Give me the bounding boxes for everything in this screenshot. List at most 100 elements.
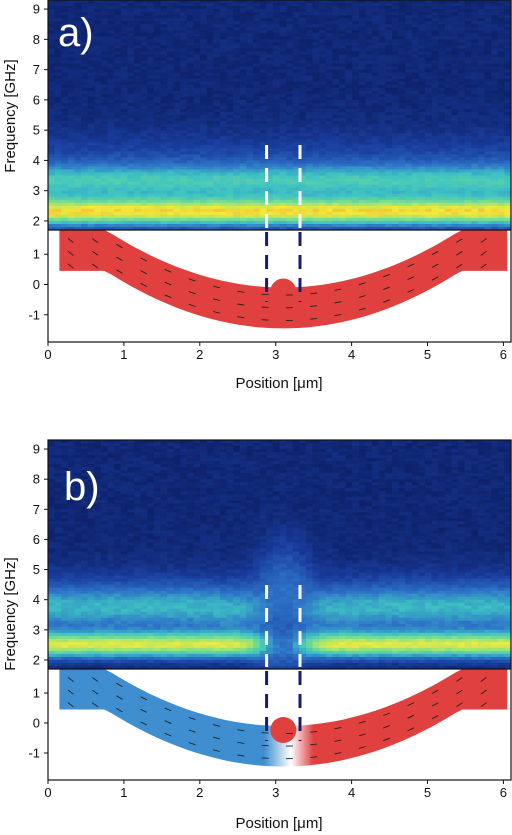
heatmap-cell [312, 93, 320, 98]
heatmap-cell [325, 3, 334, 7]
heatmap-cell [319, 84, 327, 89]
heatmap-cell [133, 75, 142, 80]
heatmap-cell [418, 142, 426, 146]
heatmap-cell [48, 169, 56, 174]
heatmap-cell [54, 166, 62, 171]
heatmap-cell [378, 151, 386, 155]
heatmap-cell [94, 154, 102, 158]
heatmap-cell [345, 93, 353, 98]
heatmap-cell [173, 133, 181, 137]
heatmap-cell [332, 102, 340, 107]
heatmap-cell [504, 57, 512, 62]
heatmap-cell [200, 90, 208, 95]
heatmap-cell [246, 78, 254, 83]
heatmap-cell [464, 54, 472, 59]
heatmap-cell [54, 115, 62, 119]
heatmap-cell [246, 36, 254, 40]
heatmap-cell [425, 166, 433, 171]
heatmap-cell [140, 42, 148, 46]
heatmap-cell [114, 60, 122, 65]
heatmap-cell [147, 148, 155, 152]
heatmap-cell [286, 96, 294, 101]
heatmap-cell [477, 30, 486, 34]
heatmap-cell [167, 57, 175, 62]
heatmap-cell [279, 139, 287, 143]
heatmap-cell [259, 18, 267, 22]
heatmap-cell [352, 127, 360, 131]
heatmap-cell [411, 45, 419, 50]
heatmap-cell [471, 72, 479, 77]
heatmap-cell [74, 133, 82, 137]
heatmap-cell [444, 169, 453, 174]
heatmap-cell [378, 24, 386, 28]
heatmap-cell [153, 75, 162, 80]
heatmap-cell [405, 199, 413, 204]
heatmap-cell [405, 72, 413, 77]
heatmap-cell [358, 72, 367, 77]
heatmap-cell [81, 66, 89, 71]
heatmap-cell [471, 154, 479, 158]
heatmap-cell [471, 63, 479, 68]
heatmap-cell [484, 60, 492, 65]
heatmap-cell [431, 24, 439, 28]
heatmap-cell [358, 193, 367, 198]
heatmap-cell [87, 78, 95, 83]
heatmap-cell [206, 193, 214, 198]
heatmap-cell [233, 27, 241, 31]
heatmap-cell [54, 124, 62, 128]
heatmap-cell [471, 202, 479, 207]
heatmap-cell [147, 63, 155, 68]
heatmap-cell [504, 130, 512, 134]
heatmap-cell [398, 157, 406, 161]
heatmap-cell [319, 157, 327, 161]
heatmap-cell [325, 45, 334, 50]
heatmap-cell [372, 121, 380, 125]
heatmap-cell [100, 133, 109, 137]
heatmap-cell [352, 102, 360, 107]
heatmap-cell [200, 187, 208, 192]
heatmap-cell [405, 181, 413, 186]
heatmap-cell [167, 181, 175, 186]
heatmap-cell [180, 21, 188, 25]
heatmap-cell [266, 12, 274, 16]
heatmap-cell [325, 54, 334, 59]
heatmap-cell [173, 87, 181, 92]
heatmap-cell [299, 160, 307, 165]
heatmap-cell [325, 15, 334, 19]
heatmap-cell [491, 111, 499, 116]
heatmap-cell [87, 51, 95, 56]
heatmap-cell [266, 172, 274, 177]
heatmap-cell [266, 178, 274, 183]
heatmap-cell [200, 18, 208, 22]
heatmap-cell [266, 78, 274, 83]
heatmap-cell [193, 157, 201, 161]
heatmap-cell [213, 196, 221, 201]
heatmap-cell [319, 169, 327, 174]
heatmap-cell [352, 12, 360, 16]
heatmap-cell [312, 54, 320, 59]
heatmap-cell [438, 27, 446, 31]
heatmap-cell [418, 12, 426, 16]
heatmap-cell [233, 196, 241, 201]
heatmap-cell [385, 87, 393, 92]
heatmap-cell [61, 136, 69, 140]
heatmap-cell [54, 6, 62, 10]
heatmap-cell [67, 81, 76, 86]
heatmap-cell [120, 160, 128, 165]
heatmap-cell [378, 199, 386, 204]
heatmap-cell [213, 151, 221, 155]
heatmap-cell [372, 127, 380, 131]
heatmap-cell [477, 121, 486, 125]
heatmap-cell [365, 66, 373, 71]
heatmap-cell [418, 6, 426, 10]
heatmap-cell [477, 148, 486, 152]
heatmap-cell [458, 3, 466, 7]
heatmap-cell [239, 190, 248, 195]
heatmap-cell [94, 184, 102, 189]
heatmap-cell [54, 87, 62, 92]
heatmap-cell [444, 72, 453, 77]
heatmap-cell [497, 84, 505, 89]
heatmap-cell [491, 18, 499, 22]
heatmap-cell [378, 75, 386, 80]
heatmap-cell [477, 51, 486, 56]
